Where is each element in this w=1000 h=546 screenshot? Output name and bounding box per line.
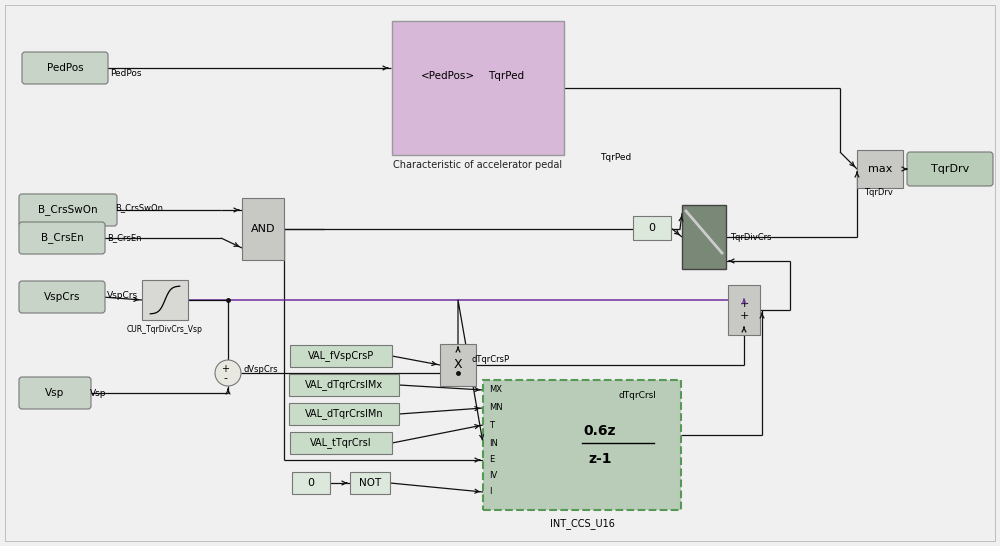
Text: I: I xyxy=(489,488,492,496)
Text: VspCrs: VspCrs xyxy=(44,292,80,302)
Text: Vsp: Vsp xyxy=(90,389,106,397)
Text: MN: MN xyxy=(489,403,503,412)
FancyBboxPatch shape xyxy=(22,52,108,84)
Bar xyxy=(142,280,188,320)
Text: -: - xyxy=(223,373,227,383)
FancyBboxPatch shape xyxy=(19,194,117,226)
Text: MX: MX xyxy=(489,385,502,395)
Text: z-1: z-1 xyxy=(588,452,612,466)
Text: IN: IN xyxy=(489,438,498,448)
Circle shape xyxy=(215,360,241,386)
Bar xyxy=(682,205,726,269)
FancyBboxPatch shape xyxy=(19,222,105,254)
Text: max: max xyxy=(868,164,892,174)
Text: Characteristic of accelerator pedal: Characteristic of accelerator pedal xyxy=(393,160,563,170)
Text: B_CrsEn: B_CrsEn xyxy=(41,233,83,244)
Bar xyxy=(289,403,399,425)
FancyBboxPatch shape xyxy=(19,281,105,313)
Bar xyxy=(483,380,681,510)
FancyBboxPatch shape xyxy=(907,152,993,186)
Text: VAL_dTqrCrsIMx: VAL_dTqrCrsIMx xyxy=(305,379,383,390)
Bar xyxy=(633,216,671,240)
Text: B_CrsSwOn: B_CrsSwOn xyxy=(115,204,163,212)
Text: B_CrsEn: B_CrsEn xyxy=(107,234,142,242)
Bar xyxy=(440,344,476,386)
Bar xyxy=(392,21,564,155)
Text: TqrDivCrs: TqrDivCrs xyxy=(730,233,772,241)
Text: PedPos: PedPos xyxy=(47,63,83,73)
Text: VAL_fVspCrsP: VAL_fVspCrsP xyxy=(308,351,374,361)
Bar xyxy=(350,472,390,494)
Bar xyxy=(290,432,392,454)
Text: <PedPos>: <PedPos> xyxy=(421,71,475,81)
Text: E: E xyxy=(489,455,494,465)
Text: TqrDrv: TqrDrv xyxy=(864,188,892,197)
Text: 0: 0 xyxy=(648,223,656,233)
Text: VAL_tTqrCrsI: VAL_tTqrCrsI xyxy=(310,437,372,448)
Text: 0: 0 xyxy=(308,478,314,488)
Text: INT_CCS_U16: INT_CCS_U16 xyxy=(550,518,614,529)
Text: 0.6z: 0.6z xyxy=(584,424,616,438)
Text: dVspCrs: dVspCrs xyxy=(244,365,279,375)
Text: CUR_TqrDivCrs_Vsp: CUR_TqrDivCrs_Vsp xyxy=(127,325,203,334)
Bar xyxy=(290,345,392,367)
Text: VspCrs: VspCrs xyxy=(107,290,138,300)
Text: AND: AND xyxy=(251,224,275,234)
Text: NOT: NOT xyxy=(359,478,381,488)
Text: VAL_dTqrCrsIMn: VAL_dTqrCrsIMn xyxy=(305,408,383,419)
Text: +
+: + + xyxy=(739,299,749,321)
Bar xyxy=(728,285,760,335)
Text: X: X xyxy=(454,359,462,371)
Bar xyxy=(292,472,330,494)
FancyBboxPatch shape xyxy=(19,377,91,409)
Text: TqrPed: TqrPed xyxy=(488,71,524,81)
Text: T: T xyxy=(489,420,494,430)
Text: dTqrCrsP: dTqrCrsP xyxy=(472,355,510,365)
Text: dTqrCrsI: dTqrCrsI xyxy=(618,390,656,400)
Bar xyxy=(242,198,284,260)
Text: TqrDrv: TqrDrv xyxy=(931,164,969,174)
Text: IV: IV xyxy=(489,472,497,480)
Bar xyxy=(289,374,399,396)
Text: TqrPed: TqrPed xyxy=(600,152,631,162)
Text: B_CrsSwOn: B_CrsSwOn xyxy=(38,205,98,216)
Bar xyxy=(857,150,903,188)
Text: +: + xyxy=(221,364,229,374)
Text: Vsp: Vsp xyxy=(45,388,65,398)
Text: PedPos: PedPos xyxy=(110,69,142,79)
